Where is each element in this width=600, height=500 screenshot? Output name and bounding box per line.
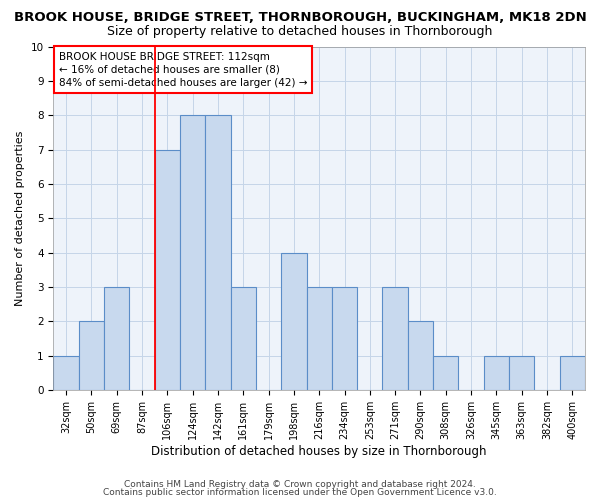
Bar [307, 287, 332, 390]
Bar [433, 356, 458, 390]
Text: Contains HM Land Registry data © Crown copyright and database right 2024.: Contains HM Land Registry data © Crown c… [124, 480, 476, 489]
Bar [230, 287, 256, 390]
Text: BROOK HOUSE BRIDGE STREET: 112sqm
← 16% of detached houses are smaller (8)
84% o: BROOK HOUSE BRIDGE STREET: 112sqm ← 16% … [59, 52, 307, 88]
Text: Size of property relative to detached houses in Thornborough: Size of property relative to detached ho… [107, 25, 493, 38]
Bar [155, 150, 180, 390]
Bar [53, 356, 79, 390]
Bar [281, 252, 307, 390]
Bar [382, 287, 408, 390]
Y-axis label: Number of detached properties: Number of detached properties [15, 130, 25, 306]
Bar [509, 356, 535, 390]
Bar [205, 115, 230, 390]
Bar [180, 115, 205, 390]
X-axis label: Distribution of detached houses by size in Thornborough: Distribution of detached houses by size … [151, 444, 487, 458]
Bar [79, 321, 104, 390]
Bar [408, 321, 433, 390]
Bar [484, 356, 509, 390]
Bar [560, 356, 585, 390]
Bar [332, 287, 357, 390]
Text: Contains public sector information licensed under the Open Government Licence v3: Contains public sector information licen… [103, 488, 497, 497]
Bar [104, 287, 130, 390]
Text: BROOK HOUSE, BRIDGE STREET, THORNBOROUGH, BUCKINGHAM, MK18 2DN: BROOK HOUSE, BRIDGE STREET, THORNBOROUGH… [14, 11, 586, 24]
